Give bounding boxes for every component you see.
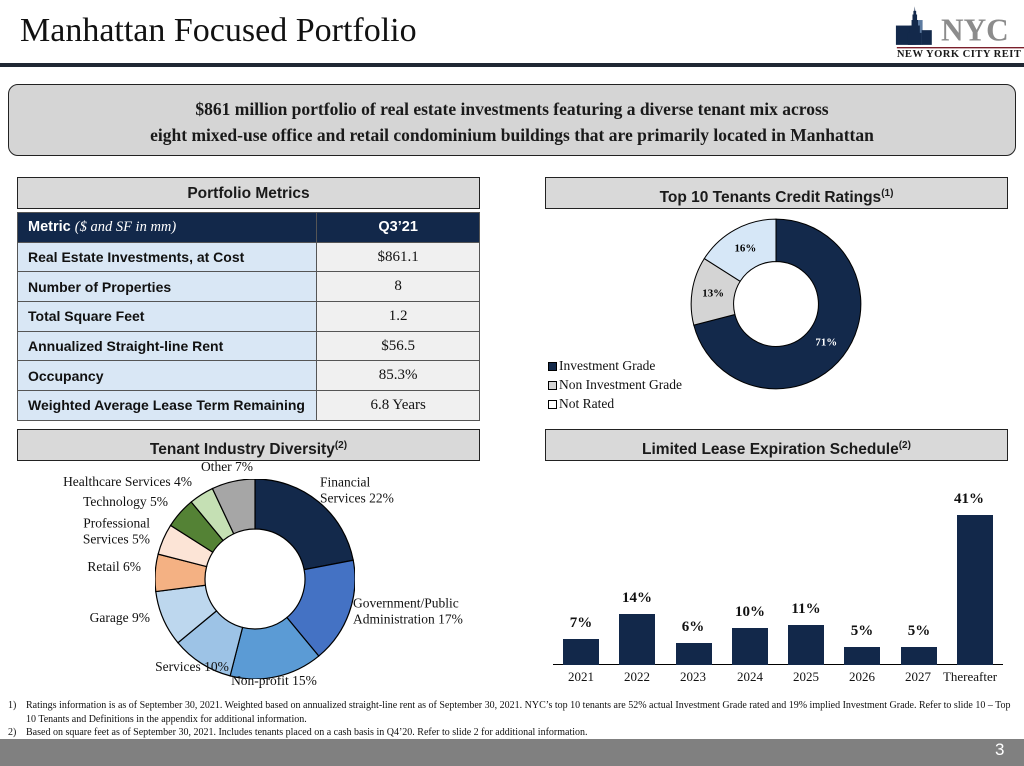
svg-text:71%: 71% [815, 336, 837, 348]
svg-text:13%: 13% [702, 288, 724, 300]
svg-text:NYC: NYC [941, 12, 1009, 47]
svg-text:16%: 16% [734, 242, 756, 254]
svg-text:NEW YORK CITY REIT: NEW YORK CITY REIT [897, 49, 1022, 60]
